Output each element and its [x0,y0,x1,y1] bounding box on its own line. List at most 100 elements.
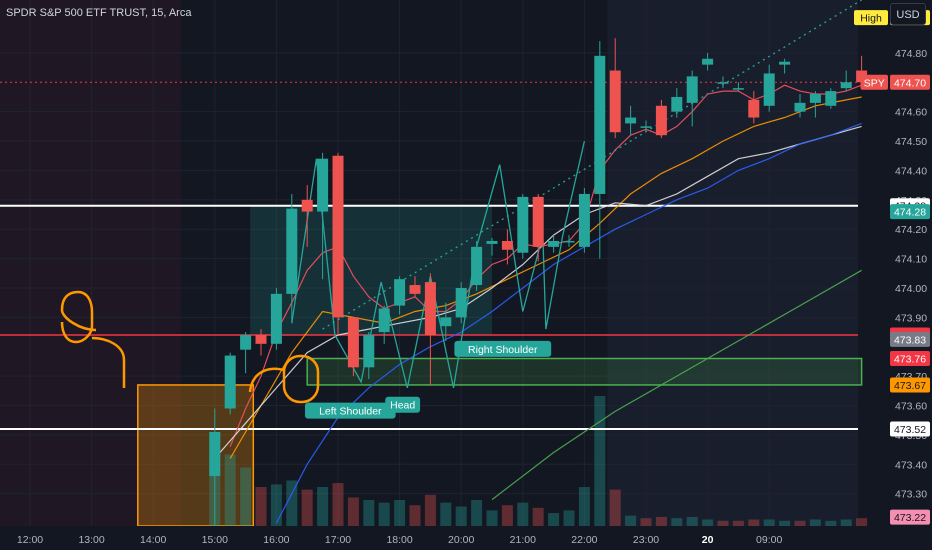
freehand-stroke [91,336,126,388]
currency-button[interactable]: USD [890,3,926,25]
volume-bar [655,516,667,526]
candle-body [471,246,483,286]
candle-body [609,70,621,133]
time-axis-background [0,526,932,550]
volume-bar [424,494,436,526]
volume-bar [517,502,529,526]
freehand-stroke [248,367,285,393]
candle-body [840,82,852,89]
volume-bar [794,520,806,526]
volume-bar [532,507,544,526]
candle-body [455,287,467,318]
volume-bar [578,487,590,526]
candle-body [301,199,313,212]
candle-body [779,61,791,65]
volume-bar [609,489,621,526]
time-axis[interactable]: 12:00 13:00 14:00 15:00 16:00 17:00 18:00 20:00… [0,526,932,550]
time-tick-label: 18:00 [386,534,412,546]
volume-bar [501,505,513,526]
candle-body [825,91,837,106]
volume-bar [363,500,375,526]
price-label-box [890,377,930,393]
volume-bar [455,506,467,526]
volume-bar [809,519,821,526]
candle-body [794,102,806,112]
time-tick-label: 15:00 [202,534,228,546]
freehand-loop [60,290,97,344]
time-tick-label: 16:00 [263,534,289,546]
price-tag-text: SPY [864,77,885,89]
price-label-box [890,351,930,367]
price-label-text: 473.67 [894,380,926,392]
candle-body [532,196,544,247]
annotation-box [305,402,396,419]
time-tick-label: 09:00 [756,534,782,546]
candle-body [409,285,421,294]
annotation-label: Left Shoulder [319,406,382,418]
price-tick-label: 474.00 [895,283,927,295]
price-label-box [890,204,930,220]
annotations: Left Shoulder Head Right Shoulder [305,340,552,419]
time-tick-label: 22:00 [571,534,597,546]
annotation-label: Right Shoulder [468,344,538,356]
candle-body [486,240,498,244]
price-tick-label: 474.10 [895,254,927,266]
price-tick-label: 474.40 [895,165,927,177]
price-label-text: 474.70 [894,77,926,89]
price-axis[interactable]: 474.80474.60474.50474.40474.30474.20474.… [854,10,930,550]
volume-bar [286,480,298,526]
candle-body [440,317,452,327]
price-label-text: 473.22 [894,512,926,524]
volume-bar [548,513,560,526]
candle-body [717,82,729,84]
price-tick-label: 473.60 [895,401,927,413]
volume-bar [671,518,683,526]
chart-title: SPDR S&P 500 ETF TRUST, 15, Arca [6,7,192,19]
time-tick-label: 17:00 [325,534,351,546]
price-tag-text: High [860,13,882,25]
price-tag-box [860,74,888,90]
candle-body [594,55,606,194]
time-tick-label: 21:00 [510,534,536,546]
volume-bar [563,510,575,526]
volume-bar [347,497,359,526]
candle-body [224,355,236,409]
time-tick-label: 14:00 [140,534,166,546]
candle-body [394,279,406,306]
time-tick-label: 23:00 [633,534,659,546]
time-tick-label: 12:00 [17,534,43,546]
price-tick-label: 474.20 [895,224,927,236]
candle-body [748,99,760,118]
volume-bar [640,518,652,526]
candle-body [347,317,359,368]
volume-bar [825,520,837,526]
annotation-box [385,396,421,413]
time-tick-label: 20:00 [448,534,474,546]
volume-bar [717,520,729,526]
candle-body [655,105,667,136]
candle-body [378,308,390,333]
candle-body [363,334,375,368]
price-label-text: 473.76 [894,354,926,366]
volume-bar [702,519,714,526]
candle-body [517,196,529,253]
candle-body [578,193,590,247]
volume-bar [748,519,760,526]
zone-box [137,384,255,527]
volume-bar [270,484,282,526]
candles [209,38,868,526]
candle-body [640,126,652,128]
volume-bar [378,502,390,526]
volume-bar [840,519,852,526]
volume-bar [301,489,313,526]
volume-bar [625,515,637,526]
price-label-box [890,509,930,525]
afterhours-shade [607,0,871,526]
candle-body [286,208,298,294]
volume-bar [255,487,267,526]
annotation-box [454,340,552,357]
candle-body [255,334,267,344]
volume-bar [779,520,791,526]
price-label-text: 474.28 [894,207,926,219]
